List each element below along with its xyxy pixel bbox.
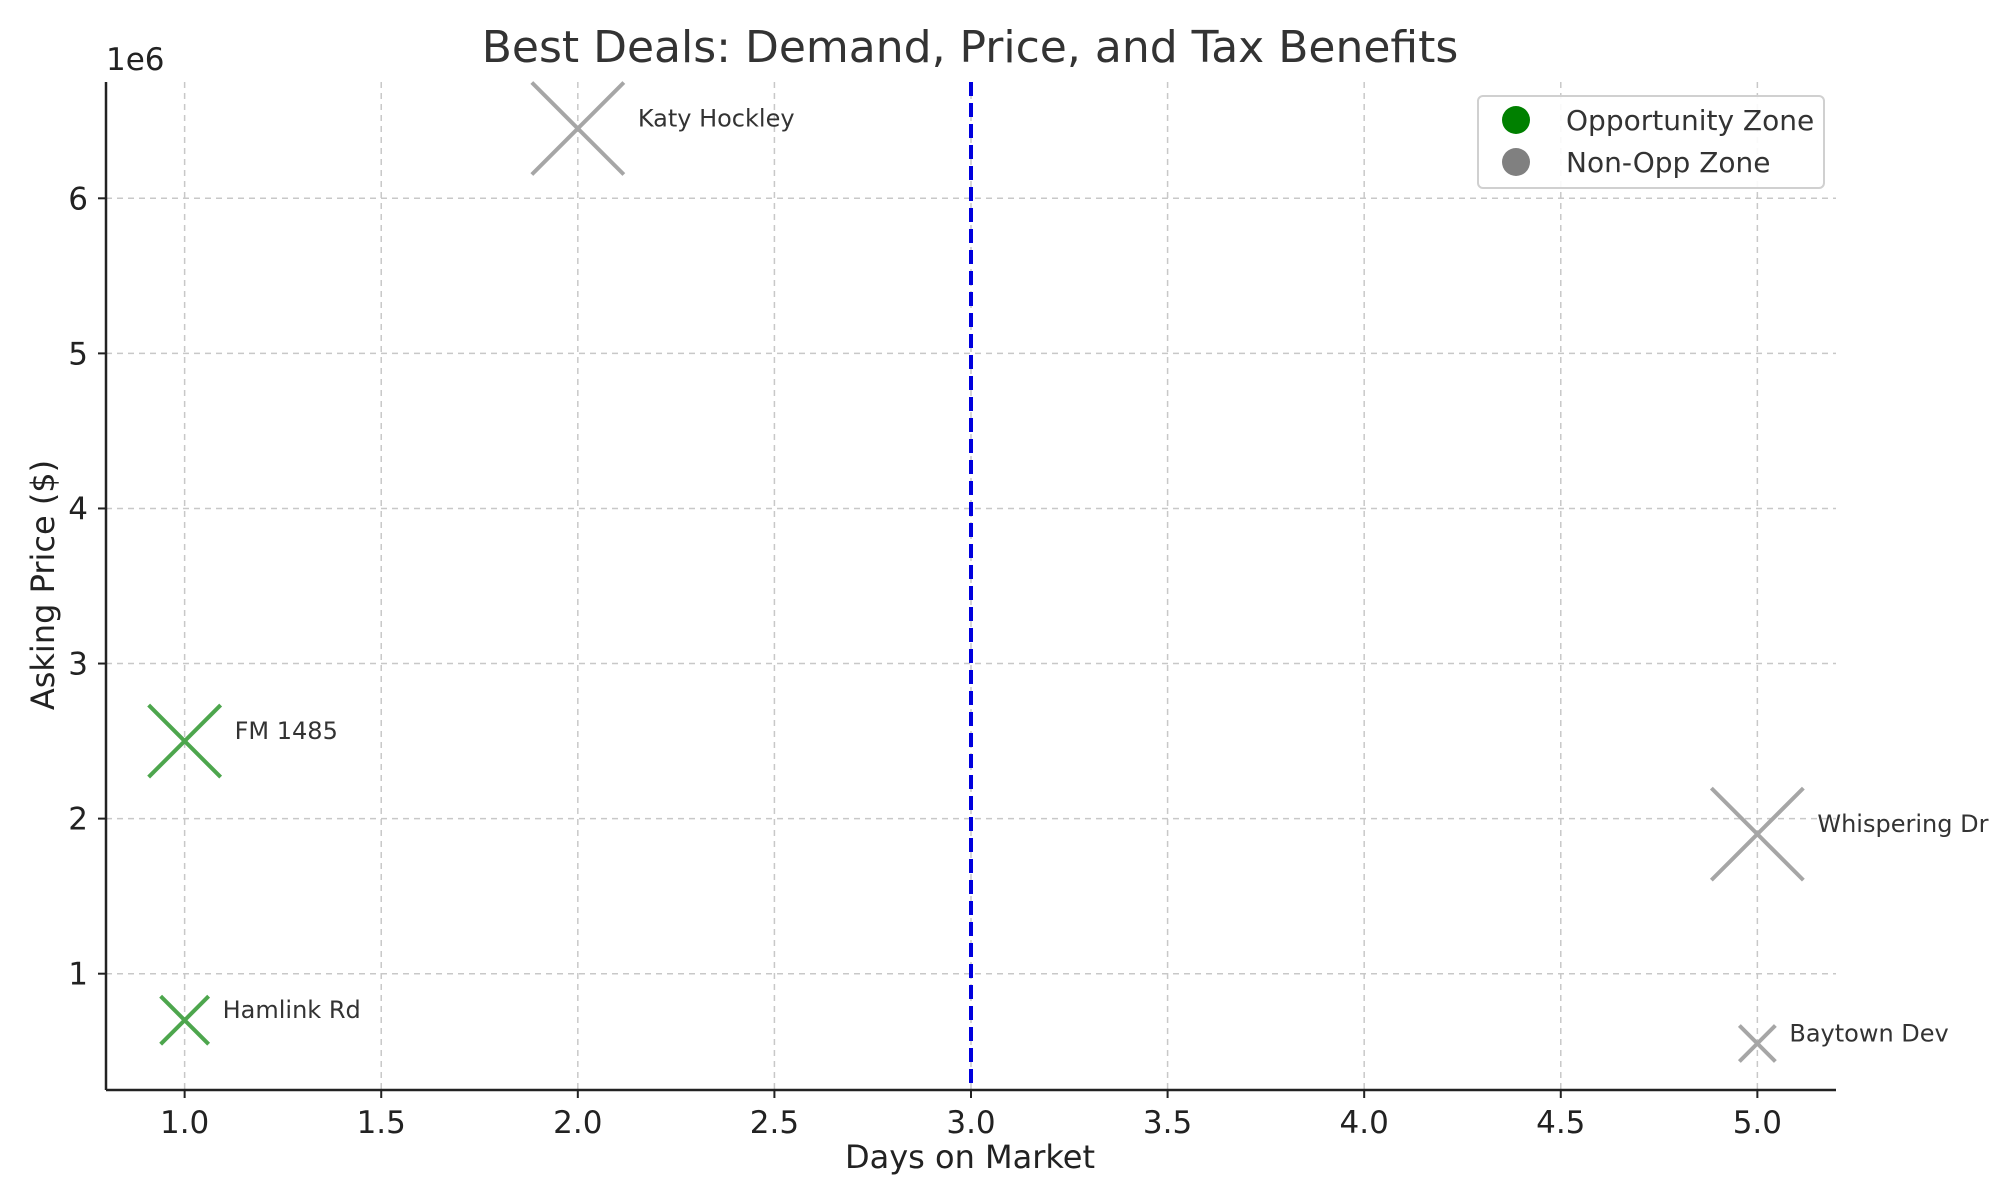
point-label: Katy Hockley bbox=[638, 105, 795, 133]
point-marker-stroke bbox=[530, 81, 626, 176]
legend-box bbox=[1477, 95, 1825, 189]
point-label: Whispering Dr bbox=[1817, 810, 1988, 838]
legend-marker bbox=[1502, 106, 1530, 134]
y-axis-label: Asking Price ($) bbox=[24, 460, 62, 710]
y-tick-label: 4 bbox=[68, 491, 88, 527]
y-tick-label: 5 bbox=[68, 336, 88, 372]
x-tick-label: 2.5 bbox=[750, 1105, 799, 1141]
legend: Opportunity Zone Non-Opp Zone bbox=[1477, 95, 1825, 189]
x-tick-label: 2.0 bbox=[553, 1105, 602, 1141]
x-tick-label: 1.5 bbox=[357, 1105, 406, 1141]
grid bbox=[106, 82, 1836, 1090]
legend-marker bbox=[1502, 148, 1530, 176]
x-tick-label: 4.0 bbox=[1340, 1105, 1389, 1141]
chart-title: Best Deals: Demand, Price, and Tax Benef… bbox=[482, 22, 1459, 73]
x-tick-label: 1.0 bbox=[160, 1105, 209, 1141]
y-axis-offset-label: 1e6 bbox=[106, 42, 165, 78]
x-axis-label: Days on Market bbox=[845, 1138, 1095, 1176]
data-point: Hamlink Rd bbox=[159, 994, 361, 1046]
point-marker-stroke bbox=[1709, 786, 1805, 882]
point-label: FM 1485 bbox=[235, 717, 338, 745]
data-points: Katy Hockley FM 1485 Hamlink Rd Whispering … bbox=[147, 81, 1989, 1063]
legend-entry-label: Opportunity Zone bbox=[1566, 104, 1814, 137]
x-tick-label: 3.0 bbox=[946, 1105, 995, 1141]
point-label: Baytown Dev bbox=[1789, 1019, 1948, 1047]
x-tick-label: 4.5 bbox=[1536, 1105, 1585, 1141]
point-label: Hamlink Rd bbox=[223, 996, 361, 1024]
x-tick-label: 3.5 bbox=[1143, 1105, 1192, 1141]
axes: 1.0 1.5 2.0 2.5 3.0 3.5 4.0 4.5 5.0 1 2 3 4 5 6 bbox=[68, 82, 1836, 1141]
y-tick-label: 1 bbox=[68, 957, 88, 993]
data-point: Whispering Dr bbox=[1709, 786, 1989, 882]
data-point: FM 1485 bbox=[147, 703, 338, 779]
data-point: Katy Hockley bbox=[530, 81, 795, 176]
y-tick-label: 2 bbox=[68, 802, 88, 838]
point-marker-stroke bbox=[1737, 1024, 1777, 1063]
y-tick-label: 6 bbox=[68, 181, 88, 217]
y-tick-label: 3 bbox=[68, 647, 88, 683]
x-tick-label: 5.0 bbox=[1733, 1105, 1782, 1141]
point-marker-stroke bbox=[147, 703, 223, 779]
point-marker-stroke bbox=[159, 994, 211, 1046]
legend-entry-label: Non-Opp Zone bbox=[1566, 146, 1770, 179]
data-point: Baytown Dev bbox=[1737, 1019, 1949, 1063]
